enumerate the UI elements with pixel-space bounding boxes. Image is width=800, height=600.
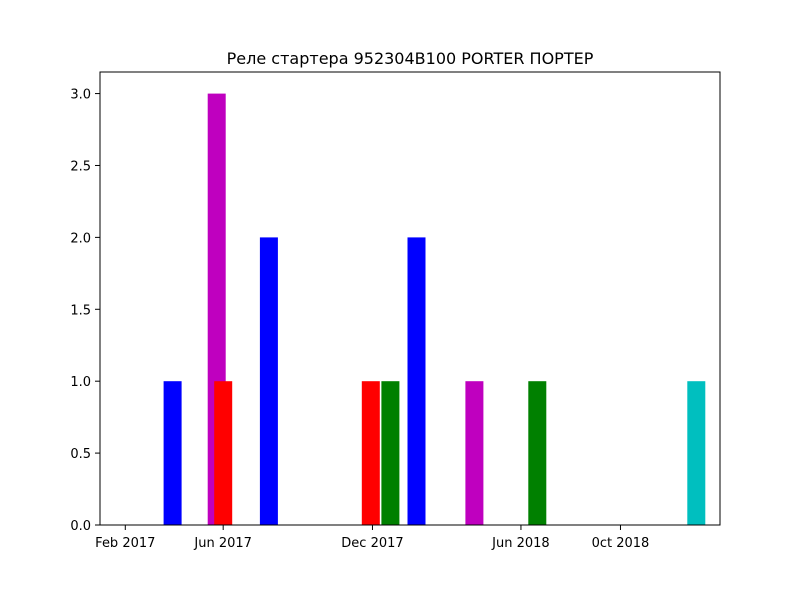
y-tick-label-2: 1.0 <box>70 375 91 390</box>
y-axis: 0.0 0.5 1.0 1.5 2.0 2.5 3.0 <box>70 88 100 534</box>
y-tick-label-3: 1.5 <box>70 303 91 318</box>
bar-8 <box>528 381 547 525</box>
y-tick-label-1: 0.5 <box>70 447 91 462</box>
chart-title: Реле стартера 952304B100 PORTER ПОРТЕР <box>227 49 594 68</box>
x-tick-label-4: 0ct 2018 <box>592 536 650 551</box>
bar-group <box>163 93 706 525</box>
y-tick-label-0: 0.0 <box>70 519 91 534</box>
bar-2 <box>214 381 233 525</box>
bar-7 <box>465 381 484 525</box>
bar-4 <box>361 381 380 525</box>
x-tick-label-1: Jun 2017 <box>193 536 252 551</box>
plot-frame <box>99 71 721 526</box>
x-tick-label-2: Dec 2017 <box>341 536 403 551</box>
x-tick-label-0: Feb 2017 <box>95 536 155 551</box>
y-tick-label-5: 2.5 <box>70 159 91 174</box>
bar-9 <box>687 381 706 525</box>
bar-5 <box>381 381 400 525</box>
x-axis: Feb 2017 Jun 2017 Dec 2017 Jun 2018 0ct 2018 <box>95 525 649 551</box>
bar-0 <box>163 381 182 525</box>
x-tick-label-3: Jun 2018 <box>491 536 550 551</box>
bar-3 <box>259 237 278 525</box>
bar-6 <box>407 237 426 525</box>
y-tick-label-6: 3.0 <box>70 88 91 103</box>
y-tick-label-4: 2.0 <box>70 231 91 246</box>
